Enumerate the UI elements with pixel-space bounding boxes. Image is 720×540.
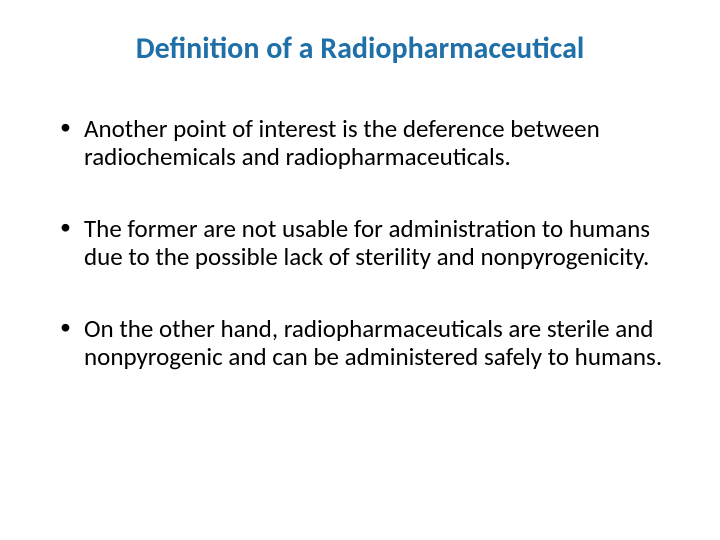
list-item: The former are not usable for administra…: [56, 215, 664, 271]
bullet-text: Another point of interest is the deferen…: [84, 113, 600, 172]
list-item: Another point of interest is the deferen…: [56, 115, 664, 171]
slide: Definition of a Radiopharmaceutical Anot…: [0, 0, 720, 540]
bullet-text: On the other hand, radiopharmaceuticals …: [84, 313, 662, 372]
slide-title: Definition of a Radiopharmaceutical: [56, 30, 664, 67]
list-item: On the other hand, radiopharmaceuticals …: [56, 315, 664, 371]
bullet-text: The former are not usable for administra…: [84, 213, 650, 272]
bullet-list: Another point of interest is the deferen…: [56, 115, 664, 371]
